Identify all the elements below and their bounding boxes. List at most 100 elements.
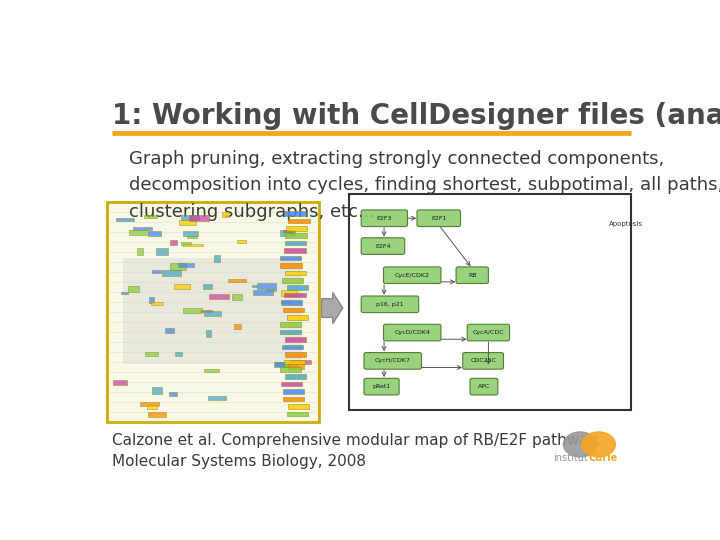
Bar <box>288 404 309 409</box>
Bar <box>166 328 174 333</box>
FancyBboxPatch shape <box>456 267 488 284</box>
Text: E2F1: E2F1 <box>431 216 446 221</box>
Bar <box>282 345 304 349</box>
Bar <box>209 294 229 299</box>
Bar <box>162 269 181 275</box>
Text: 1: Working with CellDesigner files (analysis): 1: Working with CellDesigner files (anal… <box>112 102 720 130</box>
Bar <box>251 285 258 287</box>
Bar <box>182 231 197 237</box>
Bar <box>152 387 162 394</box>
Circle shape <box>582 432 616 457</box>
Bar <box>280 230 294 236</box>
FancyBboxPatch shape <box>107 202 319 422</box>
Text: CycH/CDK7: CycH/CDK7 <box>375 359 410 363</box>
Bar <box>281 382 302 387</box>
Bar <box>174 285 190 289</box>
Bar <box>288 363 304 369</box>
Bar <box>184 308 202 313</box>
Text: E2F4: E2F4 <box>375 244 391 248</box>
Bar <box>253 290 274 295</box>
Bar <box>285 233 307 238</box>
Bar <box>204 311 222 316</box>
FancyBboxPatch shape <box>364 353 421 369</box>
Text: institut: institut <box>554 453 588 463</box>
Bar <box>169 392 177 396</box>
Text: CycD/CDK4: CycD/CDK4 <box>395 330 431 335</box>
FancyBboxPatch shape <box>384 324 441 341</box>
Bar <box>175 352 182 356</box>
Bar <box>129 231 148 235</box>
Bar <box>284 211 305 215</box>
Bar <box>283 389 305 394</box>
Bar <box>283 230 293 232</box>
Bar <box>153 269 161 273</box>
FancyBboxPatch shape <box>463 353 503 369</box>
Text: pRet1: pRet1 <box>372 384 391 389</box>
Bar <box>181 242 191 245</box>
Bar <box>280 255 302 260</box>
Bar <box>189 215 210 221</box>
Bar <box>256 284 276 289</box>
Bar <box>140 402 159 407</box>
FancyBboxPatch shape <box>361 210 408 227</box>
Bar <box>284 360 305 364</box>
Text: Calzone et al. Comprehensive modular map of RB/E2F pathway.
Molecular Systems Bi: Calzone et al. Comprehensive modular map… <box>112 433 600 469</box>
FancyBboxPatch shape <box>361 238 405 254</box>
Bar <box>178 263 194 267</box>
Text: CycA/CDC: CycA/CDC <box>472 330 504 335</box>
FancyBboxPatch shape <box>364 379 399 395</box>
Bar <box>274 362 286 367</box>
Bar <box>287 226 307 231</box>
Text: Graph pruning, extracting strongly connected components,
decomposition into cycl: Graph pruning, extracting strongly conne… <box>129 150 720 221</box>
Bar <box>237 240 246 244</box>
Bar <box>138 248 143 255</box>
Bar <box>204 369 219 372</box>
Bar <box>232 294 243 300</box>
Text: CDC25C: CDC25C <box>470 359 496 363</box>
Bar <box>183 244 203 246</box>
Bar <box>281 300 302 305</box>
Bar <box>284 363 297 367</box>
Bar <box>121 292 128 294</box>
Text: CycE/CDK2: CycE/CDK2 <box>395 273 430 278</box>
Text: Curie: Curie <box>588 453 618 463</box>
Bar <box>280 330 301 334</box>
FancyBboxPatch shape <box>361 296 418 313</box>
Bar <box>150 296 154 302</box>
Bar <box>228 279 246 282</box>
Text: Apoptosis: Apoptosis <box>609 221 643 227</box>
FancyArrow shape <box>322 293 343 323</box>
Bar <box>124 259 302 364</box>
Bar <box>222 212 229 217</box>
Bar <box>145 352 158 356</box>
Bar <box>170 240 176 245</box>
Bar <box>287 315 308 320</box>
Bar <box>281 290 297 296</box>
Bar <box>151 302 163 305</box>
Bar <box>128 286 140 292</box>
Bar <box>284 352 306 357</box>
Bar <box>281 301 292 303</box>
Bar <box>283 397 304 401</box>
Bar <box>116 218 135 221</box>
Bar <box>282 278 303 282</box>
Bar <box>200 309 212 312</box>
Bar <box>280 322 301 327</box>
Bar <box>215 255 220 262</box>
Bar <box>287 285 307 290</box>
Bar <box>113 380 127 386</box>
Bar <box>284 241 306 245</box>
Text: RB: RB <box>468 273 477 278</box>
FancyBboxPatch shape <box>467 324 510 341</box>
Bar <box>148 231 161 236</box>
Bar <box>284 293 305 298</box>
Bar <box>280 367 301 372</box>
Bar <box>275 362 290 366</box>
Bar <box>156 248 168 254</box>
Text: E2F3: E2F3 <box>377 216 392 221</box>
Bar <box>206 330 211 337</box>
Bar <box>281 263 302 268</box>
Text: APC: APC <box>478 384 490 389</box>
Bar <box>290 360 311 364</box>
FancyBboxPatch shape <box>470 379 498 395</box>
